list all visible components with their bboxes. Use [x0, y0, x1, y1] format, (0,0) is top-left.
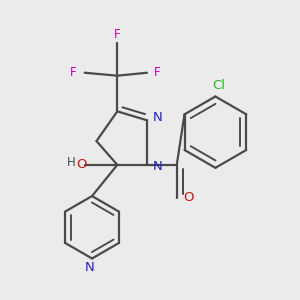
- Text: F: F: [69, 66, 76, 79]
- Text: H: H: [67, 156, 76, 169]
- Text: F: F: [114, 28, 121, 40]
- Text: Cl: Cl: [212, 79, 225, 92]
- Text: N: N: [85, 261, 94, 274]
- Text: F: F: [154, 66, 161, 79]
- Text: O: O: [183, 191, 193, 204]
- Text: N: N: [153, 111, 162, 124]
- Text: N: N: [153, 160, 162, 173]
- Text: O: O: [76, 158, 86, 171]
